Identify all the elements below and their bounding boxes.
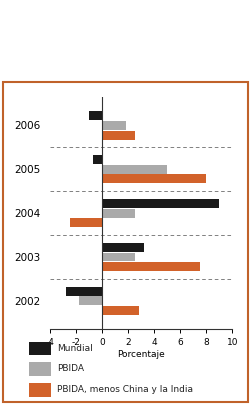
- Bar: [102, 175, 206, 183]
- Text: Mundial: Mundial: [57, 344, 93, 353]
- X-axis label: Porcentaje: Porcentaje: [118, 350, 165, 359]
- Bar: [102, 130, 135, 139]
- Bar: [70, 218, 102, 227]
- Bar: [102, 252, 135, 261]
- Bar: [102, 262, 200, 271]
- Text: Figura 2.: Figura 2.: [12, 14, 76, 27]
- Bar: [93, 155, 102, 164]
- Bar: [29, 383, 51, 397]
- Bar: [102, 306, 139, 315]
- Bar: [29, 362, 51, 376]
- Bar: [102, 209, 135, 217]
- Text: producción de cereales: producción de cereales: [12, 51, 158, 64]
- Bar: [29, 342, 51, 356]
- Bar: [66, 287, 102, 296]
- Bar: [89, 112, 102, 120]
- Text: PBIDA, menos China y la India: PBIDA, menos China y la India: [57, 385, 193, 394]
- Text: Variación anual en la: Variación anual en la: [36, 14, 171, 27]
- Bar: [102, 121, 126, 130]
- Bar: [102, 243, 144, 252]
- Bar: [102, 165, 167, 174]
- Bar: [102, 199, 220, 208]
- Bar: [79, 297, 102, 305]
- Text: PBIDA: PBIDA: [57, 364, 84, 373]
